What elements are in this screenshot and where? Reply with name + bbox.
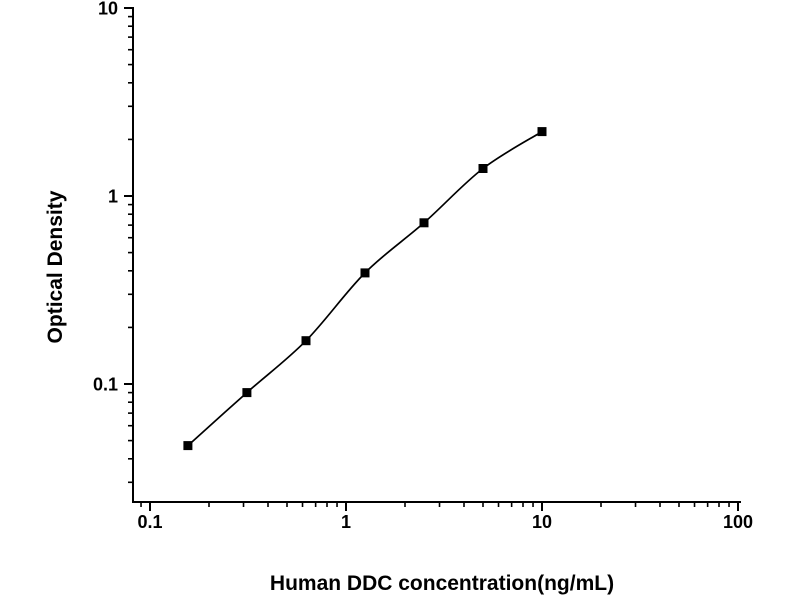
axes-frame [132,7,741,503]
x-tick-label: 10 [532,512,552,532]
y-tick-label: 0.1 [93,375,118,395]
x-tick-label: 100 [723,512,753,532]
y-tick-label: 10 [98,0,118,19]
data-point-marker [478,164,488,173]
x-tick-label: 1 [341,512,351,532]
fit-curve [187,130,543,447]
y-axis-title: Optical Density [44,190,67,344]
data-point-marker [242,388,252,398]
data-point-marker [419,218,429,228]
data-point-marker [537,127,547,137]
y-tick-label: 1 [108,187,118,207]
data-point-marker [183,441,193,451]
data-point-marker [360,268,370,278]
x-tick-label: 0.1 [137,512,162,532]
x-axis-title: Human DDC concentration(ng/mL) [269,572,615,595]
data-point-marker [301,336,311,346]
